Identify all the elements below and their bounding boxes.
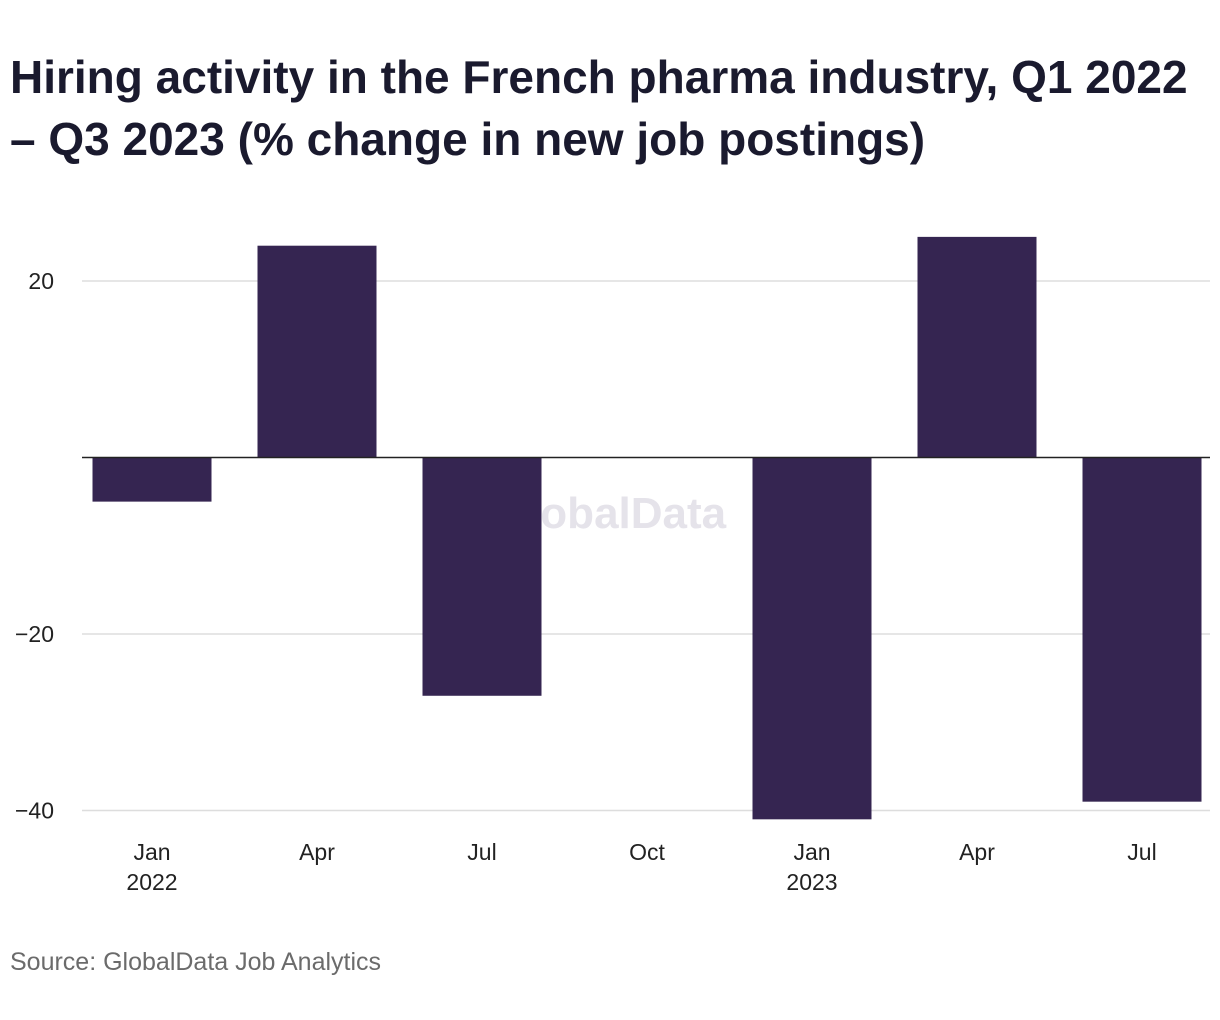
x-tick-year-label: 2022 <box>126 869 177 895</box>
chart-title: Hiring activity in the French pharma ind… <box>10 51 1188 165</box>
x-tick-label: Jul <box>1127 839 1156 865</box>
bar <box>92 457 212 502</box>
bar <box>752 457 872 820</box>
x-tick-label: Apr <box>959 839 995 865</box>
x-tick-label: Jan <box>133 839 170 865</box>
bar <box>257 245 377 458</box>
source-note: Source: GlobalData Job Analytics <box>10 948 382 976</box>
y-tick-label: 20 <box>28 268 54 294</box>
bar <box>917 236 1037 458</box>
x-axis-ticks: Jan 2022 Apr Jul Oct Jan 2023 Apr Jul <box>126 839 1156 895</box>
bar <box>422 457 542 696</box>
bars <box>92 236 1202 820</box>
bar <box>1082 457 1202 802</box>
x-tick-year-label: 2023 <box>786 869 837 895</box>
y-axis-ticks: 20 −20 −40 <box>15 268 54 824</box>
x-tick-label: Jan <box>793 839 830 865</box>
x-tick-label: Oct <box>629 839 665 865</box>
y-tick-label: −40 <box>15 798 54 824</box>
x-tick-label: Apr <box>299 839 335 865</box>
y-tick-label: −20 <box>15 621 54 647</box>
gridlines <box>82 280 1210 812</box>
x-tick-label: Jul <box>467 839 496 865</box>
